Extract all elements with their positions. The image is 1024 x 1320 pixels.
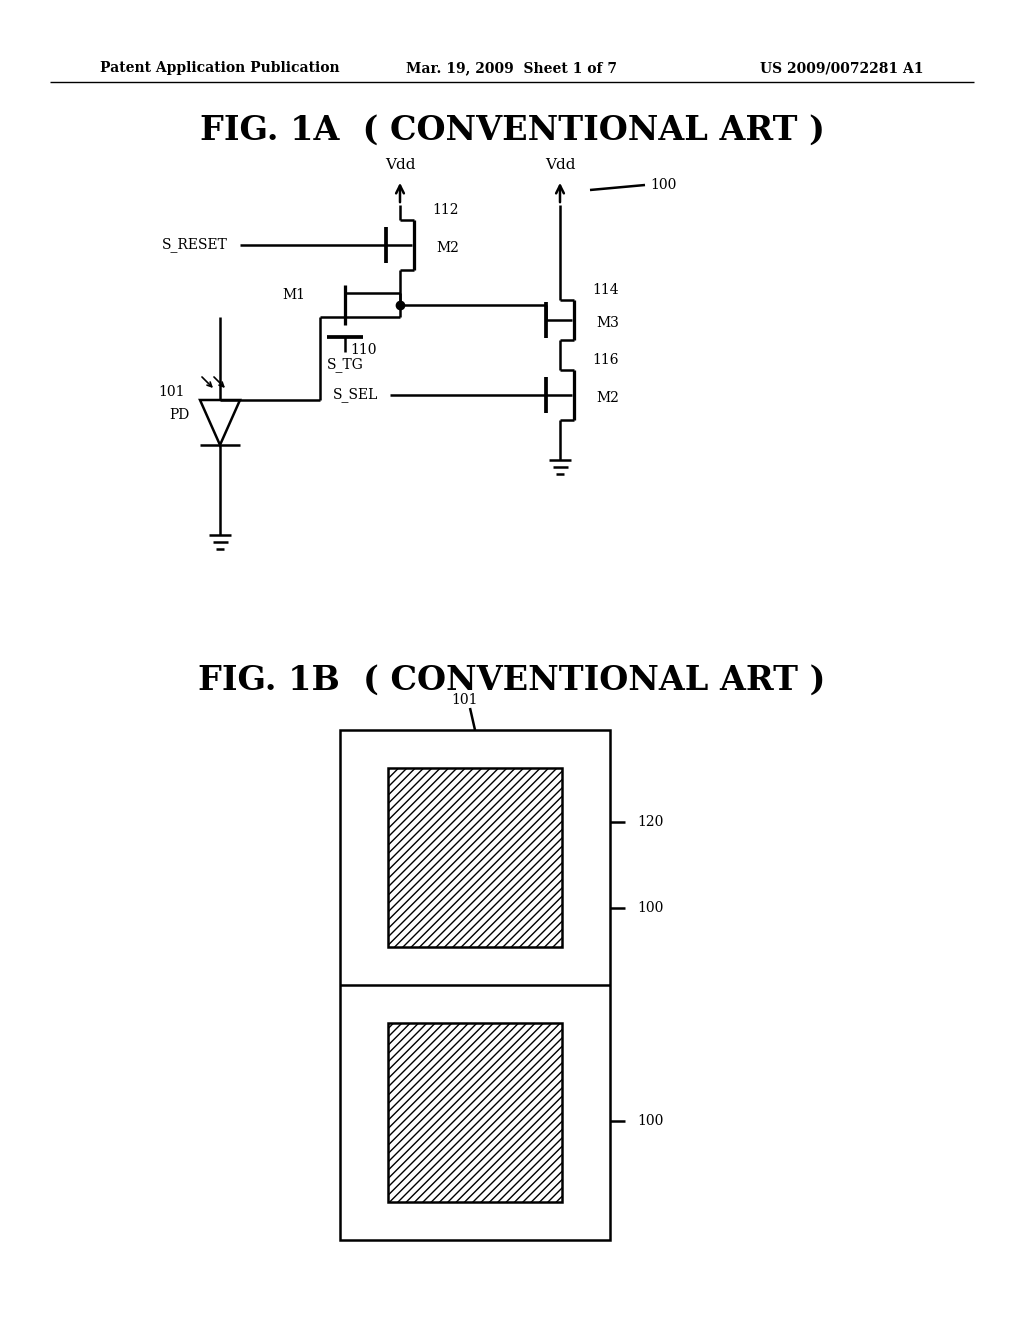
Text: M3: M3 [596, 315, 618, 330]
Text: 116: 116 [592, 352, 618, 367]
Text: S_SEL: S_SEL [333, 388, 378, 403]
Text: S_RESET: S_RESET [162, 238, 228, 252]
Bar [340, 730, 610, 1239]
Text: Vdd: Vdd [385, 158, 416, 172]
Text: FIG. 1B  ( CONVENTIONAL ART ): FIG. 1B ( CONVENTIONAL ART ) [199, 664, 825, 697]
Text: PD: PD [170, 408, 190, 422]
Text: 101: 101 [159, 385, 185, 399]
Text: M1: M1 [282, 288, 305, 302]
Text: US 2009/0072281 A1: US 2009/0072281 A1 [761, 61, 924, 75]
Text: M2: M2 [436, 242, 459, 255]
Bar [388, 1023, 562, 1203]
Text: 101: 101 [452, 693, 478, 708]
Bar [388, 768, 562, 946]
Text: 110: 110 [350, 343, 377, 356]
Text: 112: 112 [432, 203, 459, 216]
Text: 120: 120 [637, 814, 664, 829]
Text: Vdd: Vdd [545, 158, 575, 172]
Text: Patent Application Publication: Patent Application Publication [100, 61, 340, 75]
Text: 114: 114 [592, 282, 618, 297]
Text: M2: M2 [596, 391, 618, 405]
Text: S_TG: S_TG [327, 358, 364, 372]
Text: 100: 100 [637, 1114, 664, 1129]
Text: 100: 100 [637, 900, 664, 915]
Text: FIG. 1A  ( CONVENTIONAL ART ): FIG. 1A ( CONVENTIONAL ART ) [200, 114, 824, 147]
Text: Mar. 19, 2009  Sheet 1 of 7: Mar. 19, 2009 Sheet 1 of 7 [407, 61, 617, 75]
Text: 100: 100 [650, 178, 677, 191]
